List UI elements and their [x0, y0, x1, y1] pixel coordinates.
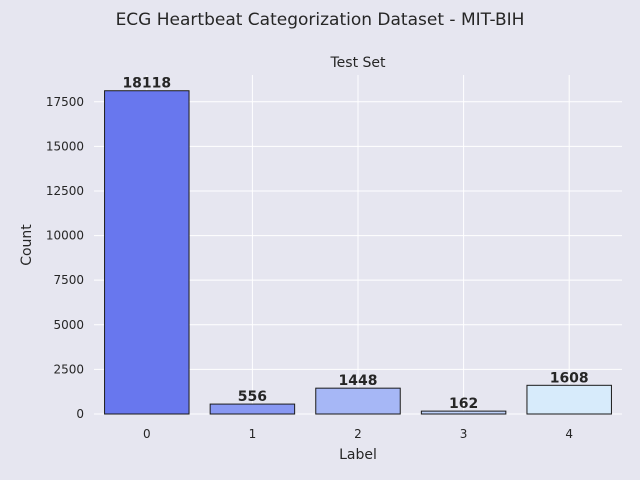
x-tick-label: 0: [143, 427, 151, 441]
y-tick-label: 17500: [46, 95, 84, 109]
y-tick-label: 12500: [46, 184, 84, 198]
data-label-2: 1448: [339, 373, 378, 389]
x-axis-ticks: 0 1 2 3 4: [143, 427, 573, 441]
data-labels: 18118 556 1448 162 1608: [122, 76, 588, 412]
chart-title: Test Set: [329, 55, 386, 71]
bars: [104, 90, 612, 415]
bar-label-2: [315, 387, 401, 415]
bar-label-3: [420, 410, 507, 415]
y-tick-label: 10000: [46, 229, 84, 243]
y-axis-ticks: 0 2500 5000 7500 10000 12500 15000 17500: [46, 95, 84, 421]
x-tick-label: 3: [460, 427, 468, 441]
y-axis-label: Count: [19, 224, 35, 266]
data-label-4: 1608: [550, 370, 589, 386]
bar-label-0: [104, 90, 190, 415]
y-tick-label: 7500: [53, 273, 84, 287]
y-tick-label: 0: [76, 407, 84, 421]
data-label-1: 556: [238, 389, 267, 405]
data-label-0: 18118: [122, 76, 171, 92]
y-tick-label: 5000: [53, 318, 84, 332]
data-label-3: 162: [449, 396, 478, 412]
bar-label-1: [209, 403, 296, 415]
x-tick-label: 2: [354, 427, 362, 441]
chart-suptitle: ECG Heartbeat Categorization Dataset - M…: [116, 10, 525, 30]
bar-label-4: [526, 384, 612, 415]
x-axis-label: Label: [339, 447, 377, 463]
x-tick-label: 1: [249, 427, 257, 441]
y-tick-label: 15000: [46, 139, 84, 153]
y-tick-label: 2500: [53, 362, 84, 376]
x-tick-label: 4: [565, 427, 573, 441]
